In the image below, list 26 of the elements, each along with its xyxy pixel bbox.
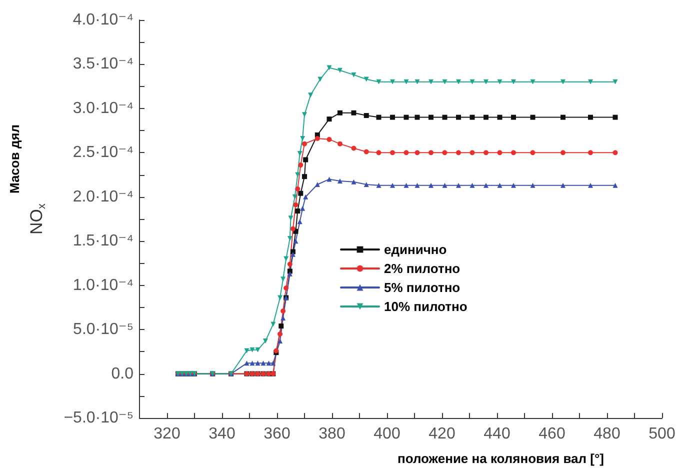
x-tick-label: 340 (208, 426, 236, 442)
x-axis-title: положение на коляновия вал [°] (397, 451, 604, 466)
y-tick-label: 3.0·10⁻⁴ (72, 100, 134, 117)
legend-label: 10% пилотно (384, 299, 468, 314)
legend-label: единично (384, 242, 447, 257)
x-tick-label: 360 (264, 426, 290, 442)
x-tick-label: 400 (374, 426, 400, 442)
x-tick-label: 380 (318, 426, 346, 442)
y-tick-label: 2.5·10⁻⁴ (72, 144, 134, 162)
y-tick-label: 5.0·10⁻⁵ (73, 321, 134, 338)
x-tick-label: 480 (594, 426, 620, 442)
y-tick-label: 4.0·10⁻⁴ (72, 12, 134, 28)
y-tick-label: 1.5·10⁻⁴ (72, 232, 134, 250)
y-tick-label: 3.5·10⁻⁴ (72, 56, 134, 73)
x-tick-label: 500 (648, 426, 676, 442)
y-tick-label: −5.0·10⁻⁵ (64, 410, 134, 426)
y-tick-label: 1.0·10⁻⁴ (72, 276, 134, 294)
y-tick-label: 2.0·10⁻⁴ (72, 188, 134, 206)
x-tick-label: 320 (154, 426, 180, 442)
legend-label: 5% пилотно (384, 280, 460, 295)
y-tick-label: 0.0 (111, 365, 134, 382)
x-tick-label: 420 (428, 426, 456, 442)
text: Масов дял NOx (7, 124, 48, 234)
x-tick-label: 460 (538, 426, 566, 442)
x-tick-label: 440 (484, 426, 510, 442)
legend-label: 2% пилотно (384, 261, 460, 276)
